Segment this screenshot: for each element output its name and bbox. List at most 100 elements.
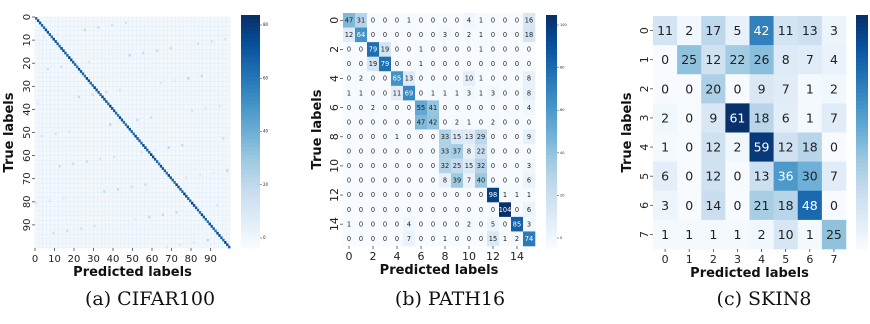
colorbar-segment xyxy=(856,245,868,250)
heatmap-cell xyxy=(113,109,116,113)
cell-value: 2 xyxy=(467,31,471,39)
heatmap-cell xyxy=(391,216,404,232)
heatmap-cell xyxy=(451,173,464,189)
cell-value: 0 xyxy=(515,46,519,54)
cell-value: 0 xyxy=(431,191,435,199)
heatmap-cell xyxy=(128,127,131,131)
cell-value: 39 xyxy=(453,177,461,185)
heatmap-cell xyxy=(99,93,102,96)
heatmap-cell xyxy=(379,13,392,28)
heatmap-cell xyxy=(725,103,750,133)
cell-value: 0 xyxy=(407,148,411,156)
colorbar-segment xyxy=(241,84,260,90)
heatmap-cell xyxy=(487,100,500,116)
cell-value: 0 xyxy=(515,118,519,126)
heatmap-cell xyxy=(451,42,464,57)
heatmap-cell xyxy=(93,86,96,90)
heatmap-cell xyxy=(677,161,702,192)
heatmap-cell xyxy=(439,71,452,87)
cell-value: 0 xyxy=(503,31,507,39)
y-tick-label: 0 xyxy=(22,14,33,20)
heatmap-cell xyxy=(54,40,57,43)
heatmap-cell xyxy=(403,202,416,218)
cell-value: 1 xyxy=(479,46,483,54)
cell-value: 0 xyxy=(455,104,459,112)
heatmap-cell xyxy=(427,129,440,145)
heatmap-cell xyxy=(122,120,126,124)
heatmap-cell xyxy=(487,85,500,101)
heatmap-cell xyxy=(116,187,120,191)
heatmap-cell xyxy=(451,129,464,145)
heatmap-cell xyxy=(216,204,219,207)
heatmap-cell xyxy=(475,216,488,232)
heatmap-cell xyxy=(173,181,176,184)
heatmap-cell xyxy=(451,187,464,203)
colorbar-segment xyxy=(546,205,557,210)
heatmap-cell xyxy=(653,132,678,162)
heatmap-cell xyxy=(487,173,500,189)
heatmap-cell xyxy=(189,199,192,203)
heatmap-cell xyxy=(427,13,440,28)
heatmap-cell xyxy=(749,219,774,250)
cell-value: 0 xyxy=(443,104,447,112)
heatmap-cell xyxy=(101,95,104,99)
cell-value: 1 xyxy=(443,235,447,243)
cell-value: 104 xyxy=(499,206,512,214)
y-tick-label: 60 xyxy=(22,149,33,162)
heatmap-cell xyxy=(165,171,168,175)
colorbar-tick-label: 100 xyxy=(560,23,567,27)
heatmap-cell xyxy=(177,185,180,189)
heatmap-cell xyxy=(403,27,416,43)
heatmap-cell xyxy=(118,88,122,92)
cell-value: 0 xyxy=(491,133,495,141)
cell-value: 30 xyxy=(802,169,818,184)
colorbar-segment xyxy=(241,53,260,59)
heatmap-cell xyxy=(427,56,440,72)
heatmap-cell xyxy=(475,158,488,174)
cell-value: 0 xyxy=(491,162,495,170)
cell-value: 0 xyxy=(347,206,351,214)
cell-value: 5 xyxy=(733,23,741,38)
cell-value: 12 xyxy=(705,52,721,67)
heatmap-cell xyxy=(130,185,133,189)
colorbar-segment xyxy=(241,209,260,214)
colorbar-tick-label: 60 xyxy=(560,108,564,112)
x-tick-label: 6 xyxy=(806,253,813,266)
cell-value: 0 xyxy=(661,52,669,67)
cell-value: 0 xyxy=(359,104,363,112)
cell-value: 37 xyxy=(453,148,461,156)
heatmap-cell xyxy=(379,42,392,57)
heatmap-cell xyxy=(179,187,182,191)
heatmap-cell xyxy=(343,42,356,57)
colorbar-segment xyxy=(241,162,260,168)
cell-value: 0 xyxy=(395,177,399,185)
colorbar-segment xyxy=(546,162,557,168)
x-tick-label: 7 xyxy=(830,253,837,266)
cell-value: 0 xyxy=(661,81,669,96)
cell-value: 1 xyxy=(407,16,411,24)
cell-value: 0 xyxy=(371,31,375,39)
heatmap-cell xyxy=(821,103,847,133)
cell-value: 0 xyxy=(431,177,435,185)
heatmap-cell xyxy=(379,129,392,145)
heatmap-cell xyxy=(355,27,368,43)
skin8-colorbar xyxy=(856,15,868,250)
heatmap-cell xyxy=(487,158,500,174)
heatmap-cell xyxy=(487,216,500,232)
heatmap-cell xyxy=(511,56,524,72)
cell-value: 0 xyxy=(383,235,387,243)
heatmap-cell xyxy=(132,132,135,136)
colorbar-segment xyxy=(241,131,260,136)
colorbar-segment xyxy=(856,69,868,75)
heatmap-cell xyxy=(475,173,488,189)
cell-value: 1 xyxy=(806,110,814,125)
heatmap-cell xyxy=(367,85,380,101)
heatmap-cell xyxy=(415,13,428,28)
heatmap-cell xyxy=(523,114,536,130)
heatmap-cell xyxy=(138,139,141,143)
cell-value: 1 xyxy=(515,191,519,199)
cell-value: 0 xyxy=(347,162,351,170)
colorbar-segment xyxy=(856,186,868,192)
colorbar-segment xyxy=(856,135,868,141)
heatmap-cell xyxy=(523,71,536,87)
